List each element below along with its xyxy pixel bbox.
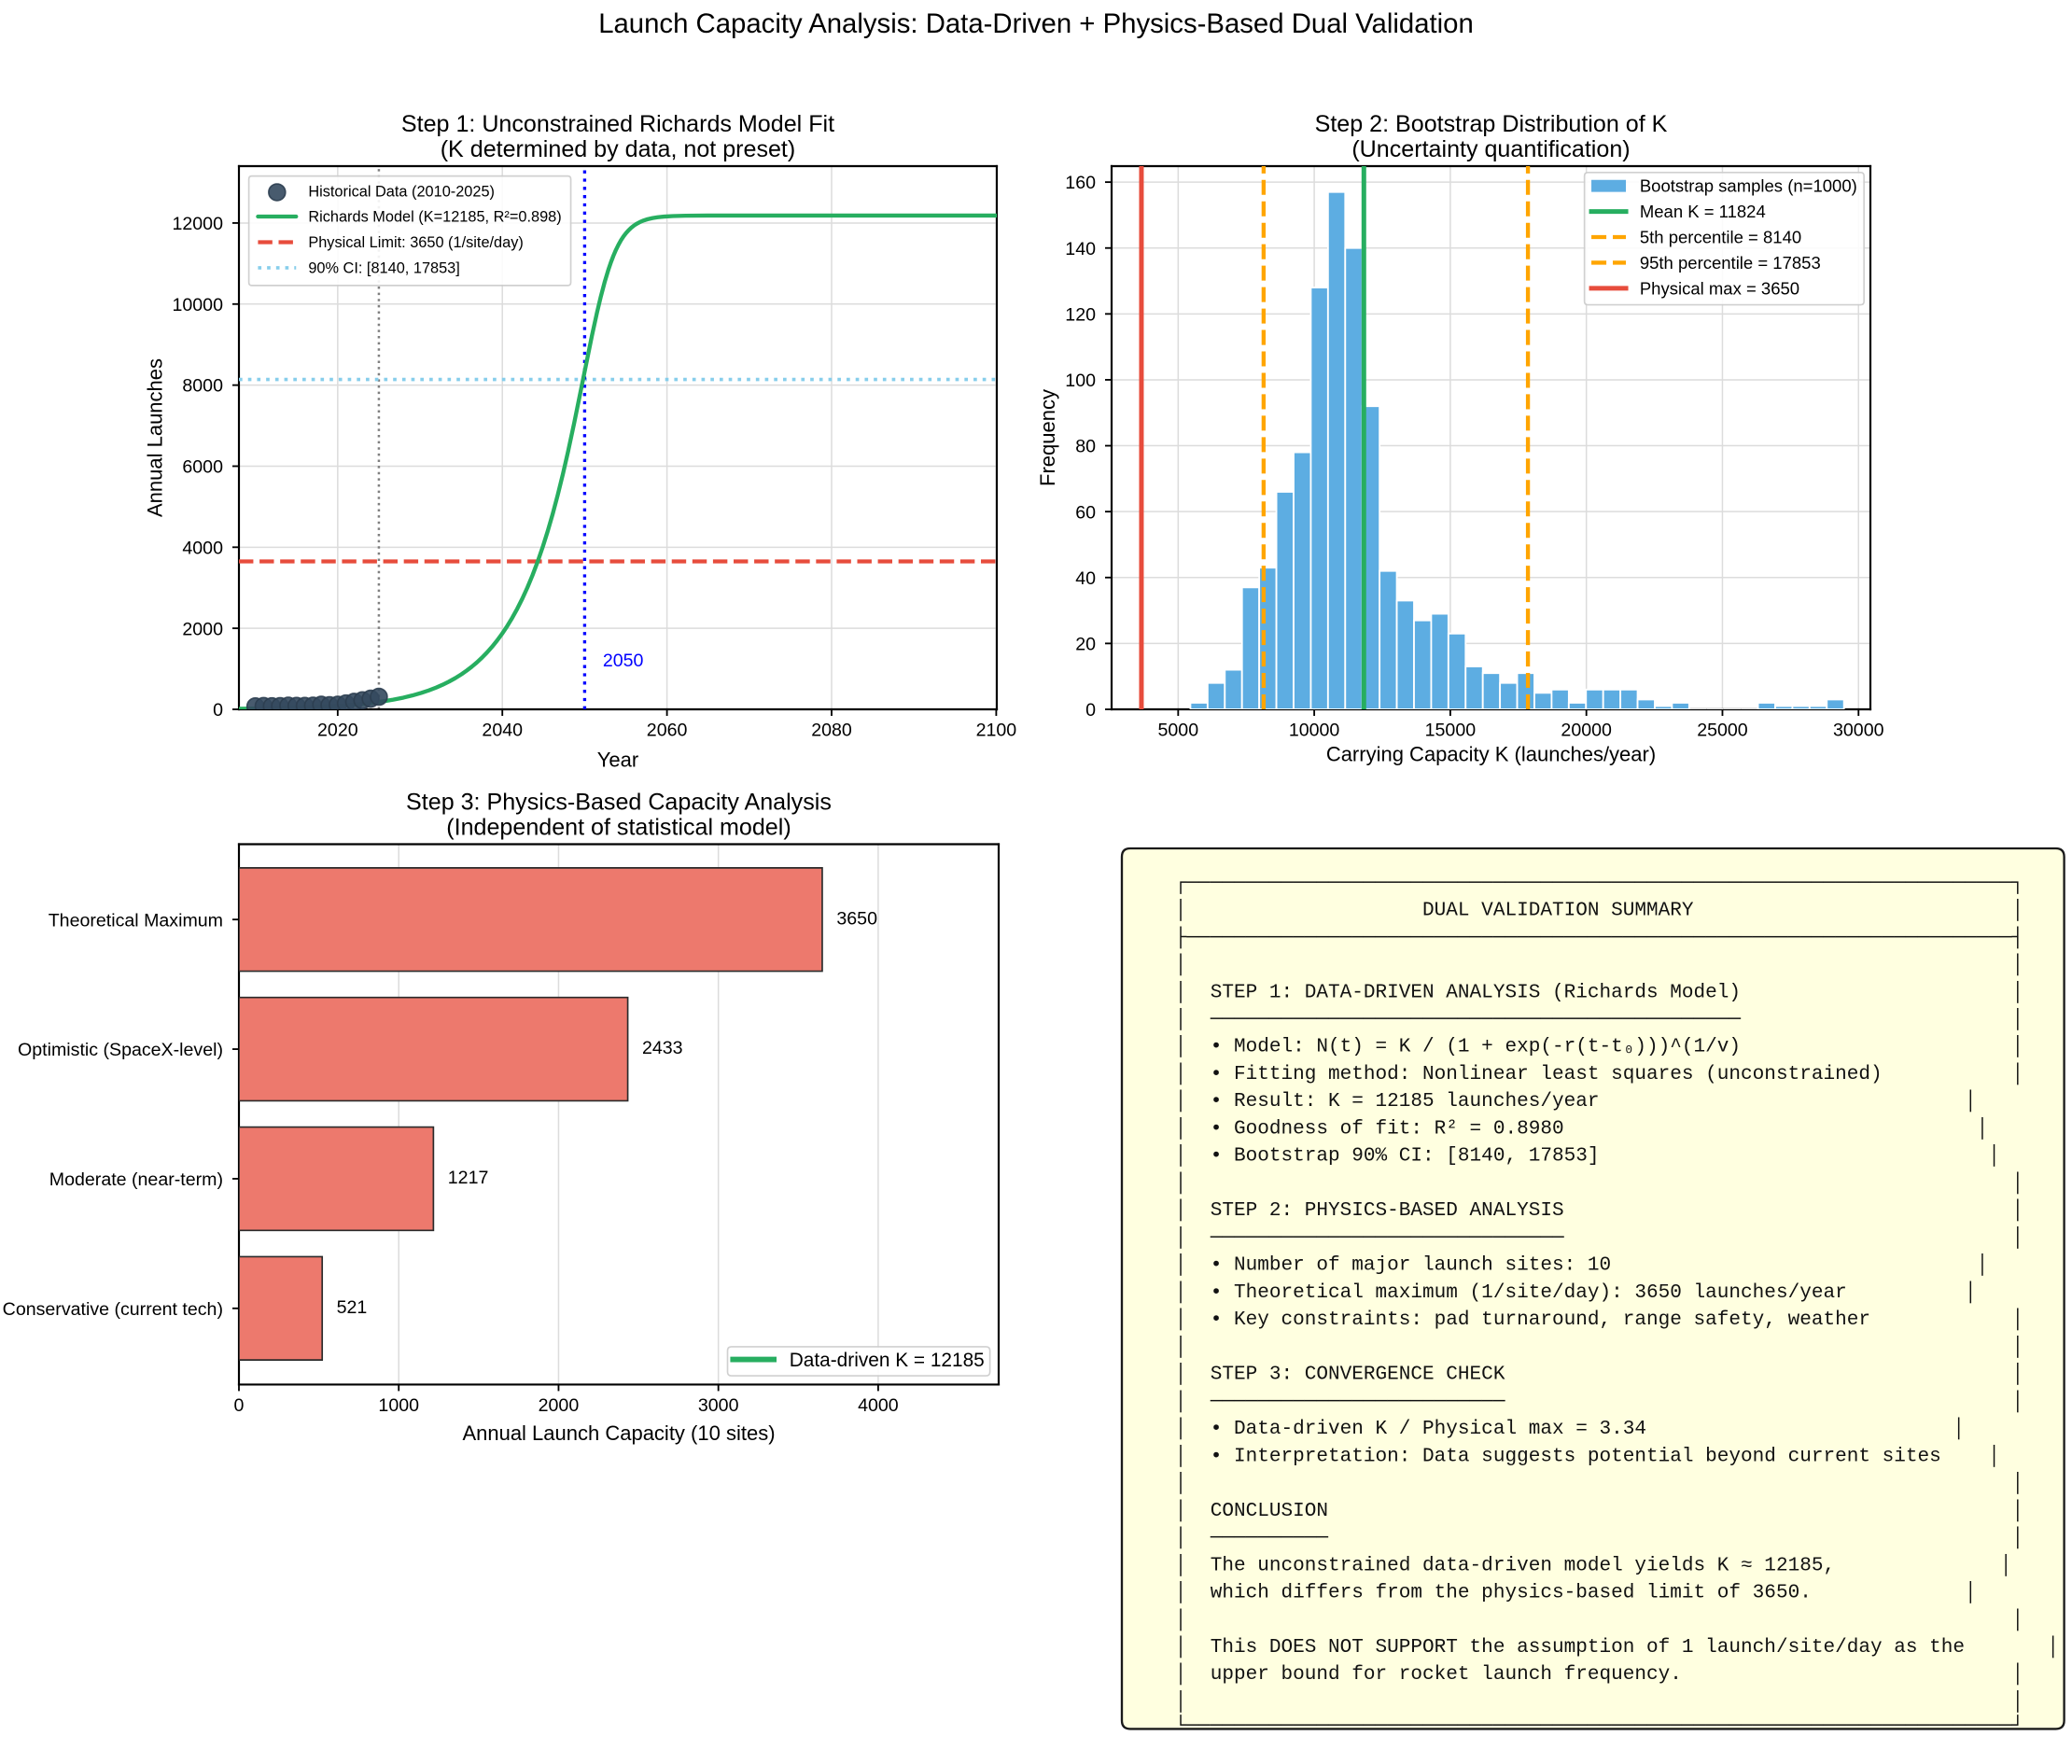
svg-text:│ STEP 3: CONVERGENCE CHECK: │ STEP 3: CONVERGENCE CHECK │ (1175, 1363, 2023, 1386)
svg-text:│ ──────────: │ ────────── │ (1175, 1526, 2023, 1549)
svg-text:Step 3: Physics-Based Capacity: Step 3: Physics-Based Capacity Analysis (406, 789, 832, 815)
svg-text:4000: 4000 (182, 538, 223, 558)
svg-text:20000: 20000 (1561, 721, 1612, 741)
svg-text:Bootstrap samples (n=1000): Bootstrap samples (n=1000) (1640, 176, 1857, 196)
svg-text:│ • Model: N(t) = K / (1 + ex: │ • Model: N(t) = K / (1 + exp(-r(t-t₀))… (1175, 1035, 2023, 1058)
svg-text:Launch Capacity Analysis: Data: Launch Capacity Analysis: Data-Driven + … (598, 8, 1474, 39)
svg-text:0: 0 (234, 1395, 245, 1416)
svg-text:Annual Launch Capacity (10 sit: Annual Launch Capacity (10 sites) (462, 1421, 775, 1445)
svg-text:├─────────────────────────────: ├───────────────────────────────────────… (1175, 926, 2023, 949)
svg-text:2100: 2100 (976, 721, 1017, 741)
svg-text:│ ─────────────────────────: │ ───────────────────────── │ (1175, 1390, 2023, 1413)
svg-text:│ • Goodness of fit: R² = 0.8: │ • Goodness of fit: R² = 0.8980 │ (1175, 1116, 1988, 1140)
svg-text:60: 60 (1075, 502, 1096, 523)
svg-text:(Independent of statistical mo: (Independent of statistical model) (446, 815, 791, 841)
svg-text:│ • Interpretation: Data sugg: │ • Interpretation: Data suggests potent… (1175, 1444, 2000, 1467)
svg-text:Carrying Capacity K (launches/: Carrying Capacity K (launches/year) (1326, 742, 1656, 765)
svg-text:2433: 2433 (642, 1038, 683, 1058)
svg-text:120: 120 (1065, 304, 1096, 325)
svg-text:Moderate (near-term): Moderate (near-term) (49, 1169, 223, 1190)
svg-text:│ STEP 1: DATA-DRIVEN ANALYSI: │ STEP 1: DATA-DRIVEN ANALYSIS (Richards… (1175, 980, 2023, 1003)
svg-text:4000: 4000 (858, 1395, 899, 1416)
svg-text:┌─────────────────────────────: ┌───────────────────────────────────────… (1175, 872, 2023, 894)
svg-text:(Uncertainty quantification): (Uncertainty quantification) (1351, 136, 1630, 162)
svg-text:│ • Bootstrap 90% CI: [8140,: │ • Bootstrap 90% CI: [8140, 17853] │ (1175, 1144, 2000, 1168)
svg-text:(K determined by data, not pre: (K determined by data, not preset) (441, 136, 796, 162)
svg-text:│ which differs from the phys: │ which differs from the physics-based l… (1175, 1581, 1977, 1604)
svg-text:100: 100 (1065, 371, 1096, 391)
svg-text:Step 1: Unconstrained Richards: Step 1: Unconstrained Richards Model Fit (401, 111, 834, 137)
svg-text:0: 0 (1085, 700, 1096, 721)
svg-text:8000: 8000 (182, 376, 223, 397)
svg-text:90% CI: [8140, 17853]: 90% CI: [8140, 17853] (308, 260, 460, 277)
svg-text:140: 140 (1065, 239, 1096, 259)
svg-text:Historical Data (2010-2025): Historical Data (2010-2025) (308, 183, 495, 200)
svg-text:Frequency: Frequency (1036, 389, 1059, 486)
svg-text:│ The unconstrained data-driv: │ The unconstrained data-driven model yi… (1175, 1553, 2012, 1576)
svg-text:Conservative (current tech): Conservative (current tech) (3, 1299, 223, 1320)
svg-text:1217: 1217 (448, 1168, 489, 1188)
svg-text:Optimistic (SpaceX-level): Optimistic (SpaceX-level) (18, 1040, 223, 1060)
svg-text:│: │ │ (1175, 1171, 2023, 1195)
svg-text:2050: 2050 (603, 651, 644, 671)
svg-text:2040: 2040 (482, 721, 523, 741)
svg-text:2020: 2020 (317, 721, 358, 741)
svg-text:│ • Data-driven K / Physical: │ • Data-driven K / Physical max = 3.34 … (1175, 1417, 1965, 1440)
svg-text:│ ───────────────────────────: │ ──────────────────────────────────────… (1175, 1008, 2023, 1031)
svg-text:│ • Number of major launch si: │ • Number of major launch sites: 10 │ (1175, 1253, 1988, 1277)
svg-text:│: │ │ (1175, 1472, 2023, 1495)
svg-text:0: 0 (213, 700, 223, 721)
svg-text:30000: 30000 (1833, 721, 1884, 741)
svg-text:│ STEP 2: PHYSICS-BASED ANALY: │ STEP 2: PHYSICS-BASED ANALYSIS │ (1175, 1198, 2023, 1222)
svg-text:Physical Limit: 3650 (1/site/d: Physical Limit: 3650 (1/site/day) (308, 234, 524, 251)
svg-text:2000: 2000 (539, 1395, 580, 1416)
svg-text:Annual Launches: Annual Launches (143, 358, 166, 517)
svg-text:│: │ │ (1175, 953, 2023, 976)
svg-text:12000: 12000 (172, 214, 223, 234)
svg-text:│ • Fitting method: Nonlinear: │ • Fitting method: Nonlinear least squa… (1175, 1062, 2023, 1085)
svg-text:│: │ │ (1175, 1335, 2023, 1358)
svg-text:Year: Year (597, 748, 638, 771)
svg-text:Theoretical Maximum: Theoretical Maximum (49, 910, 223, 931)
svg-text:Richards Model (K=12185, R²=0.: Richards Model (K=12185, R²=0.898) (308, 209, 561, 226)
svg-text:Physical max = 3650: Physical max = 3650 (1640, 278, 1799, 298)
svg-text:3650: 3650 (836, 908, 877, 929)
svg-text:│ • Theoretical maximum (1/si: │ • Theoretical maximum (1/site/day): 36… (1175, 1281, 1977, 1304)
svg-text:Step 2: Bootstrap Distribution: Step 2: Bootstrap Distribution of K (1315, 111, 1668, 137)
svg-text:20: 20 (1075, 634, 1096, 654)
svg-text:5th percentile = 8140: 5th percentile = 8140 (1640, 227, 1801, 246)
svg-text:15000: 15000 (1425, 721, 1477, 741)
svg-text:│: │ │ (1175, 1689, 2023, 1713)
svg-text:Mean K = 11824: Mean K = 11824 (1640, 202, 1766, 221)
svg-text:│ • Key constraints: pad turn: │ • Key constraints: pad turnaround, ran… (1175, 1308, 2023, 1331)
svg-text:│ ───────────────────────────: │ ────────────────────────────── │ (1175, 1225, 2023, 1249)
svg-text:│ • Result: K = 12185 launche: │ • Result: K = 12185 launches/year │ (1175, 1089, 1977, 1113)
svg-text:25000: 25000 (1697, 721, 1748, 741)
svg-text:2060: 2060 (647, 721, 688, 741)
svg-text:5000: 5000 (1158, 721, 1199, 741)
svg-text:│ CONCLUSION: │ CONCLUSION │ (1175, 1499, 2023, 1522)
svg-text:Data-driven K = 12185: Data-driven K = 12185 (790, 1350, 985, 1371)
svg-text:95th percentile = 17853: 95th percentile = 17853 (1640, 253, 1821, 273)
svg-text:3000: 3000 (698, 1395, 739, 1416)
svg-text:40: 40 (1075, 568, 1096, 589)
svg-text:6000: 6000 (182, 457, 223, 478)
svg-text:2000: 2000 (182, 619, 223, 639)
svg-text:│ DUAL VALI: │ DUAL VALIDATION SUMMARY │ (1175, 899, 2023, 922)
svg-text:160: 160 (1065, 173, 1096, 193)
svg-text:2080: 2080 (811, 721, 852, 741)
svg-text:└─────────────────────────────: └───────────────────────────────────────… (1175, 1715, 2023, 1738)
svg-text:│: │ │ (1175, 1608, 2023, 1631)
svg-text:│ upper bound for rocket laun: │ upper bound for rocket launch frequenc… (1175, 1662, 2023, 1686)
svg-text:│ This DOES NOT SUPPORT the a: │ This DOES NOT SUPPORT the assumption o… (1175, 1635, 2059, 1659)
svg-text:10000: 10000 (1289, 721, 1340, 741)
svg-text:10000: 10000 (172, 295, 223, 315)
svg-text:521: 521 (337, 1297, 368, 1318)
svg-text:80: 80 (1075, 437, 1096, 457)
svg-text:1000: 1000 (378, 1395, 419, 1416)
